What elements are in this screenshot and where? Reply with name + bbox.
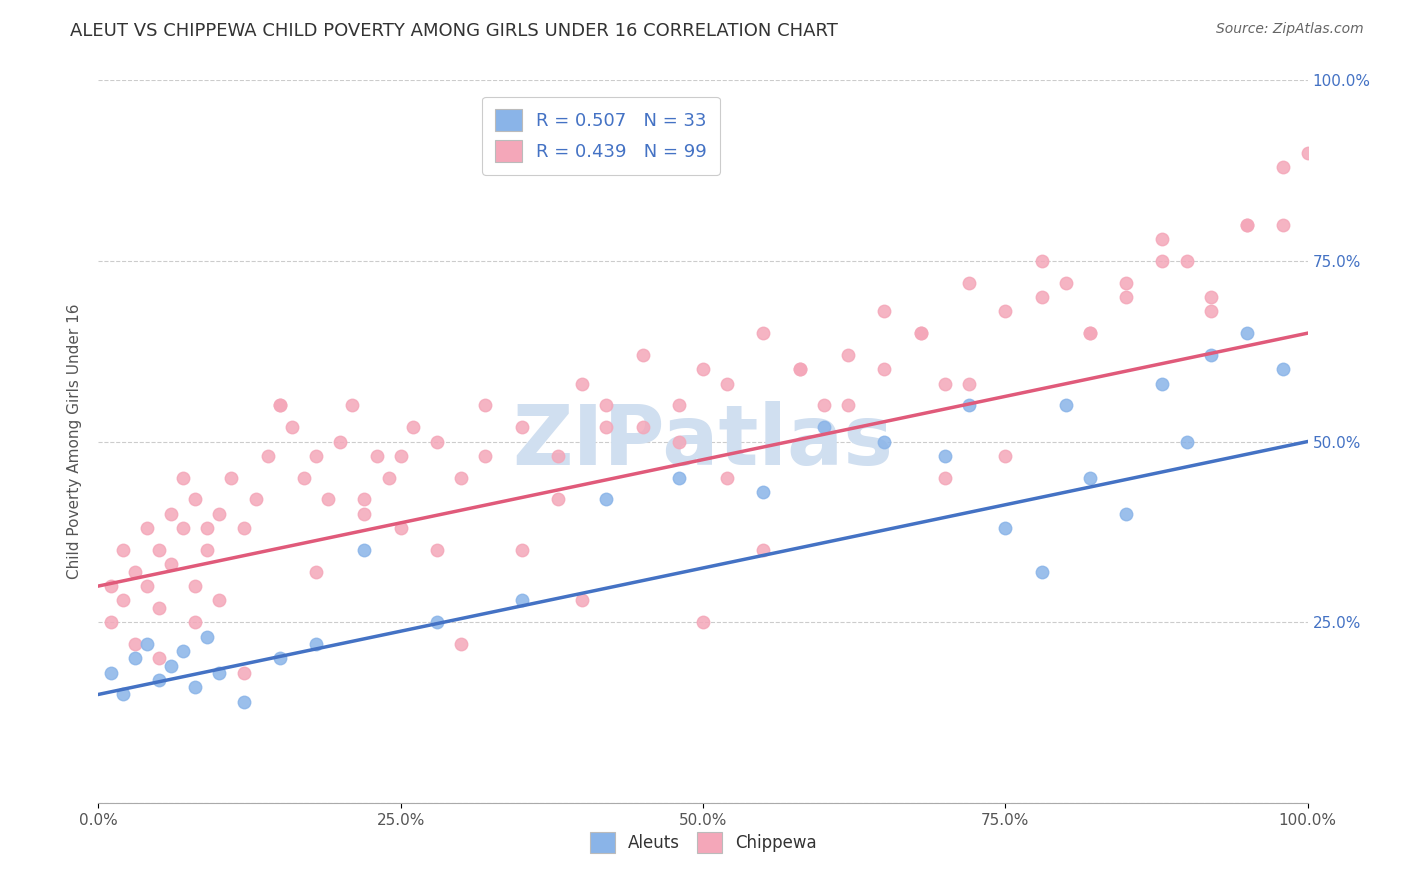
Text: ALEUT VS CHIPPEWA CHILD POVERTY AMONG GIRLS UNDER 16 CORRELATION CHART: ALEUT VS CHIPPEWA CHILD POVERTY AMONG GI… [70,22,838,40]
Text: Source: ZipAtlas.com: Source: ZipAtlas.com [1216,22,1364,37]
Legend: Aleuts, Chippewa: Aleuts, Chippewa [583,826,823,860]
Text: ZIPatlas: ZIPatlas [513,401,893,482]
Y-axis label: Child Poverty Among Girls Under 16: Child Poverty Among Girls Under 16 [67,304,83,579]
